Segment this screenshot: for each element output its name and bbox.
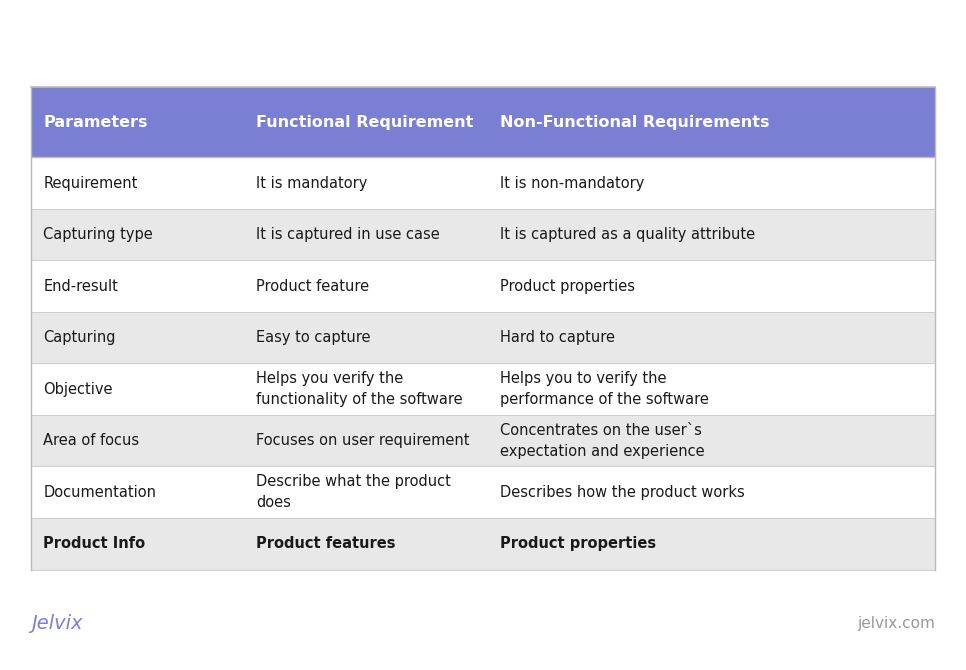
Text: Easy to capture: Easy to capture bbox=[256, 330, 370, 345]
Bar bbox=[488, 466, 935, 518]
Text: Capturing type: Capturing type bbox=[43, 227, 154, 243]
Bar bbox=[488, 261, 935, 312]
Bar bbox=[488, 363, 935, 415]
Bar bbox=[488, 312, 935, 363]
Bar bbox=[488, 87, 935, 157]
Text: Describe what the product
does: Describe what the product does bbox=[256, 474, 451, 511]
Text: Hard to capture: Hard to capture bbox=[500, 330, 615, 345]
Bar bbox=[31, 466, 243, 518]
Bar bbox=[488, 415, 935, 466]
Text: Capturing: Capturing bbox=[43, 330, 116, 345]
Text: It is captured as a quality attribute: It is captured as a quality attribute bbox=[500, 227, 755, 243]
Text: Jelvix: Jelvix bbox=[31, 614, 82, 632]
Bar bbox=[31, 157, 243, 209]
Bar bbox=[243, 87, 488, 157]
Bar bbox=[31, 312, 243, 363]
Bar bbox=[243, 157, 488, 209]
Bar bbox=[243, 415, 488, 466]
Bar bbox=[31, 518, 243, 570]
Text: Concentrates on the user`s
expectation and experience: Concentrates on the user`s expectation a… bbox=[500, 423, 705, 459]
Text: Product properties: Product properties bbox=[500, 279, 635, 293]
Text: Product feature: Product feature bbox=[256, 279, 369, 293]
Text: Helps you verify the
functionality of the software: Helps you verify the functionality of th… bbox=[256, 371, 463, 407]
Text: Functional Requirement: Functional Requirement bbox=[256, 115, 473, 130]
Text: Product properties: Product properties bbox=[500, 536, 656, 551]
Text: Requirement: Requirement bbox=[43, 176, 138, 191]
Text: It is non-mandatory: It is non-mandatory bbox=[500, 176, 644, 191]
Bar bbox=[488, 157, 935, 209]
Bar bbox=[243, 363, 488, 415]
Text: Parameters: Parameters bbox=[43, 115, 148, 130]
Text: Product Info: Product Info bbox=[43, 536, 146, 551]
Text: It is captured in use case: It is captured in use case bbox=[256, 227, 440, 243]
Text: It is mandatory: It is mandatory bbox=[256, 176, 367, 191]
Bar bbox=[488, 209, 935, 261]
Bar bbox=[31, 415, 243, 466]
Bar bbox=[31, 363, 243, 415]
Bar bbox=[243, 466, 488, 518]
Bar bbox=[243, 312, 488, 363]
Text: Area of focus: Area of focus bbox=[43, 433, 140, 448]
Bar bbox=[31, 209, 243, 261]
Text: jelvix.com: jelvix.com bbox=[857, 616, 935, 630]
Bar bbox=[243, 261, 488, 312]
Text: Objective: Objective bbox=[43, 382, 113, 397]
Bar bbox=[243, 518, 488, 570]
Text: Documentation: Documentation bbox=[43, 484, 156, 500]
Text: End-result: End-result bbox=[43, 279, 119, 293]
Text: Product features: Product features bbox=[256, 536, 395, 551]
Bar bbox=[488, 518, 935, 570]
Bar bbox=[31, 87, 243, 157]
Text: Focuses on user requirement: Focuses on user requirement bbox=[256, 433, 469, 448]
Bar bbox=[31, 261, 243, 312]
Bar bbox=[243, 209, 488, 261]
Text: Helps you to verify the
performance of the software: Helps you to verify the performance of t… bbox=[500, 371, 709, 407]
Text: Non-Functional Requirements: Non-Functional Requirements bbox=[500, 115, 770, 130]
Text: Describes how the product works: Describes how the product works bbox=[500, 484, 745, 500]
